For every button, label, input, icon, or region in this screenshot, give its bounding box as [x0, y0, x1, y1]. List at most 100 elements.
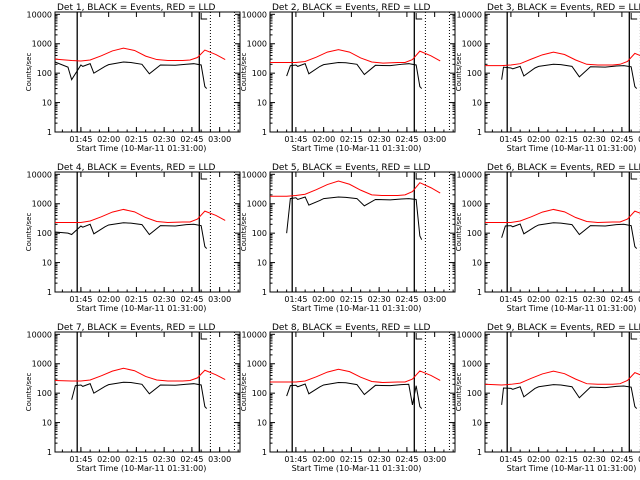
x-tick-label: 01:45 [284, 295, 307, 304]
y-tick-label: 10000 [457, 170, 482, 179]
x-tick-label: 02:45 [395, 135, 418, 144]
plot-frame [484, 11, 640, 133]
x-tick-label: 02:45 [180, 135, 203, 144]
y-tick-label: 100 [37, 69, 52, 78]
series-red-lld [54, 367, 226, 382]
y-tick-label: 100 [37, 229, 52, 238]
x-tick-label: 03:00 [208, 135, 231, 144]
plot-frame [269, 171, 456, 293]
y-tick-label: 100 [252, 229, 267, 238]
x-tick-label: 02:00 [527, 135, 550, 144]
x-tick-label: 01:45 [284, 455, 307, 464]
marker-bracket [630, 333, 638, 340]
y-tick-label: 10 [472, 419, 482, 428]
y-tick-label: 10000 [457, 330, 482, 339]
x-tick-label: 02:15 [555, 295, 578, 304]
x-tick-label: 01:45 [69, 455, 92, 464]
x-tick-label: 01:45 [499, 295, 522, 304]
y-tick-label: 10 [42, 419, 52, 428]
x-tick-label: 02:30 [153, 455, 176, 464]
x-axis-label: Start Time (10-Mar-11 01:31:00) [507, 464, 637, 473]
x-tick-label: 02:15 [555, 455, 578, 464]
y-tick-label: 100 [467, 229, 482, 238]
x-axis-label: Start Time (10-Mar-11 01:31:00) [77, 304, 207, 313]
series-black-events [286, 62, 423, 89]
series-black-events [501, 63, 638, 89]
x-tick-label: 03:00 [423, 455, 446, 464]
x-tick-label: 02:00 [312, 295, 335, 304]
x-tick-label: 02:45 [180, 455, 203, 464]
x-tick-label: 02:30 [153, 135, 176, 144]
y-tick-label: 10000 [242, 170, 267, 179]
chart-title: Det 8, BLACK = Events, RED = LLD [272, 323, 431, 333]
y-tick-label: 1000 [462, 200, 482, 209]
chart-title: Det 2, BLACK = Events, RED = LLD [272, 3, 431, 13]
y-tick-label: 1 [477, 288, 482, 297]
chart-title: Det 1, BLACK = Events, RED = LLD [57, 3, 216, 13]
series-red-lld [270, 368, 441, 384]
series-red-lld [54, 47, 226, 62]
marker-bracket [200, 173, 208, 180]
x-tick-label: 02:45 [395, 455, 418, 464]
y-tick-label: 10000 [27, 170, 52, 179]
x-axis-label: Start Time (10-Mar-11 01:31:00) [77, 144, 207, 153]
y-tick-label: 1000 [32, 200, 52, 209]
series-red-lld [55, 208, 226, 224]
x-tick-label: 02:00 [312, 455, 335, 464]
plot-frame [484, 171, 640, 293]
x-tick-label: 02:45 [610, 135, 633, 144]
y-tick-label: 100 [252, 389, 267, 398]
x-tick-label: 01:45 [69, 295, 92, 304]
x-tick-label: 02:15 [125, 135, 148, 144]
y-tick-label: 100 [467, 69, 482, 78]
series-black-events [54, 222, 208, 249]
chart-panel-7: Det 7, BLACK = Events, RED = LLD 1 10 100 10… [25, 323, 241, 473]
series-black-events [54, 61, 208, 89]
series-red-lld [485, 208, 640, 224]
y-tick-label: 100 [252, 69, 267, 78]
y-tick-label: 1000 [247, 360, 267, 369]
chart-title: Det 4, BLACK = Events, RED = LLD [57, 163, 216, 173]
marker-bracket [415, 173, 423, 180]
marker-bracket [630, 173, 638, 180]
chart-title: Det 3, BLACK = Events, RED = LLD [487, 3, 640, 13]
y-axis-label: Counts/sec [240, 373, 248, 412]
x-tick-label: 02:00 [527, 455, 550, 464]
chart-title: Det 9, BLACK = Events, RED = LLD [487, 323, 640, 333]
x-tick-label: 02:00 [97, 295, 120, 304]
chart-title: Det 7, BLACK = Events, RED = LLD [57, 323, 216, 333]
x-tick-label: 02:00 [312, 135, 335, 144]
y-tick-label: 1 [262, 288, 267, 297]
y-tick-label: 10000 [457, 10, 482, 19]
y-tick-label: 10 [472, 99, 482, 108]
y-tick-label: 1000 [462, 40, 482, 49]
chart-panel-3: Det 3, BLACK = Events, RED = LLD 1 10 100 10… [455, 3, 640, 153]
x-tick-label: 02:15 [555, 135, 578, 144]
y-tick-label: 10 [257, 259, 267, 268]
series-red-lld [270, 49, 441, 64]
x-tick-label: 02:30 [153, 295, 176, 304]
x-tick-label: 02:00 [527, 295, 550, 304]
y-axis-label: Counts/sec [25, 213, 33, 252]
x-tick-label: 02:00 [97, 135, 120, 144]
chart-panel-5: Det 5, BLACK = Events, RED = LLD 1 10 100 10… [240, 163, 456, 313]
chart-panel-1: Det 1, BLACK = Events, RED = LLD 1 10 100 10… [25, 3, 241, 153]
x-tick-label: 01:45 [69, 135, 92, 144]
x-axis-label: Start Time (10-Mar-11 01:31:00) [292, 464, 422, 473]
chart-panel-9: Det 9, BLACK = Events, RED = LLD 1 10 100 10… [455, 323, 640, 473]
x-tick-label: 03:00 [423, 135, 446, 144]
series-red-lld [484, 370, 640, 386]
plot-frame [269, 331, 456, 453]
chart-panel-2: Det 2, BLACK = Events, RED = LLD 1 10 100 10… [240, 3, 456, 153]
x-tick-label: 02:30 [583, 455, 606, 464]
x-tick-label: 02:00 [97, 455, 120, 464]
series-black-events [71, 381, 208, 409]
y-tick-label: 1 [477, 448, 482, 457]
x-tick-label: 03:00 [208, 455, 231, 464]
x-tick-label: 02:15 [125, 455, 148, 464]
y-axis-label: Counts/sec [240, 213, 248, 252]
plot-frame [269, 11, 456, 133]
x-tick-label: 03:00 [423, 295, 446, 304]
x-tick-label: 01:45 [499, 135, 522, 144]
series-black-events [286, 196, 423, 240]
